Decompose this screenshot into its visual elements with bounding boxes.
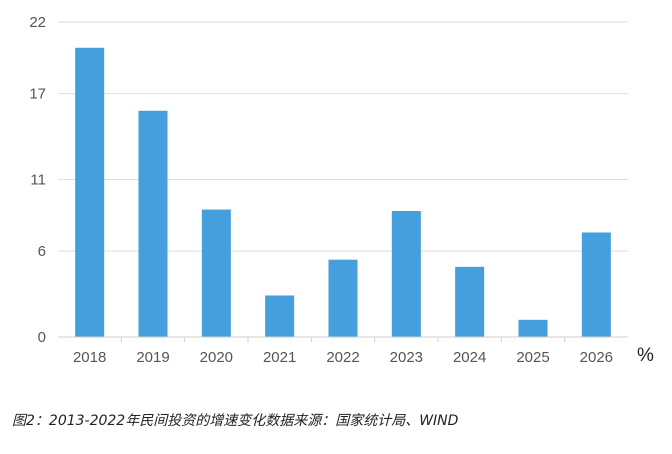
bar-2021 <box>265 295 295 337</box>
y-tick-label: 22 <box>29 14 46 31</box>
x-tick-label: 2018 <box>73 349 106 366</box>
bar-2019 <box>138 110 168 337</box>
x-tick-label: 2020 <box>200 349 233 366</box>
x-tick-label: 2026 <box>580 349 613 366</box>
bar-2026 <box>581 232 611 337</box>
y-tick-label: 17 <box>29 86 46 103</box>
x-tick-label: 2022 <box>326 349 359 366</box>
x-axis-ticks: 2018 2019 2020 2021 2022 2023 2024 2025 2026 <box>73 337 613 366</box>
y-tick-label: 6 <box>38 243 46 260</box>
figure-caption: 图2：2013-2022年民间投资的增速变化数据来源：国家统计局、WIND <box>12 413 459 429</box>
x-tick-label: 2019 <box>136 349 169 366</box>
bar-chart: 0 6 11 17 22 2018 2019 2020 2021 2022 2023 2024 202… <box>29 14 654 366</box>
bar-2025 <box>518 319 548 337</box>
y-tick-label: 11 <box>30 172 46 189</box>
y-axis-ticks: 0 6 11 17 22 <box>29 14 46 346</box>
x-tick-label: 2025 <box>516 349 549 366</box>
bar-2023 <box>391 211 421 337</box>
x-tick-label: 2023 <box>390 349 423 366</box>
x-tick-label: 2021 <box>263 349 296 366</box>
bar-2024 <box>455 266 485 337</box>
bar-2018 <box>75 47 105 337</box>
bar-2020 <box>201 209 231 337</box>
x-tick-label: 2024 <box>453 349 486 366</box>
bar-2022 <box>328 259 358 337</box>
bars <box>75 47 611 337</box>
unit-label: % <box>637 345 654 366</box>
y-tick-label: 0 <box>38 329 46 346</box>
